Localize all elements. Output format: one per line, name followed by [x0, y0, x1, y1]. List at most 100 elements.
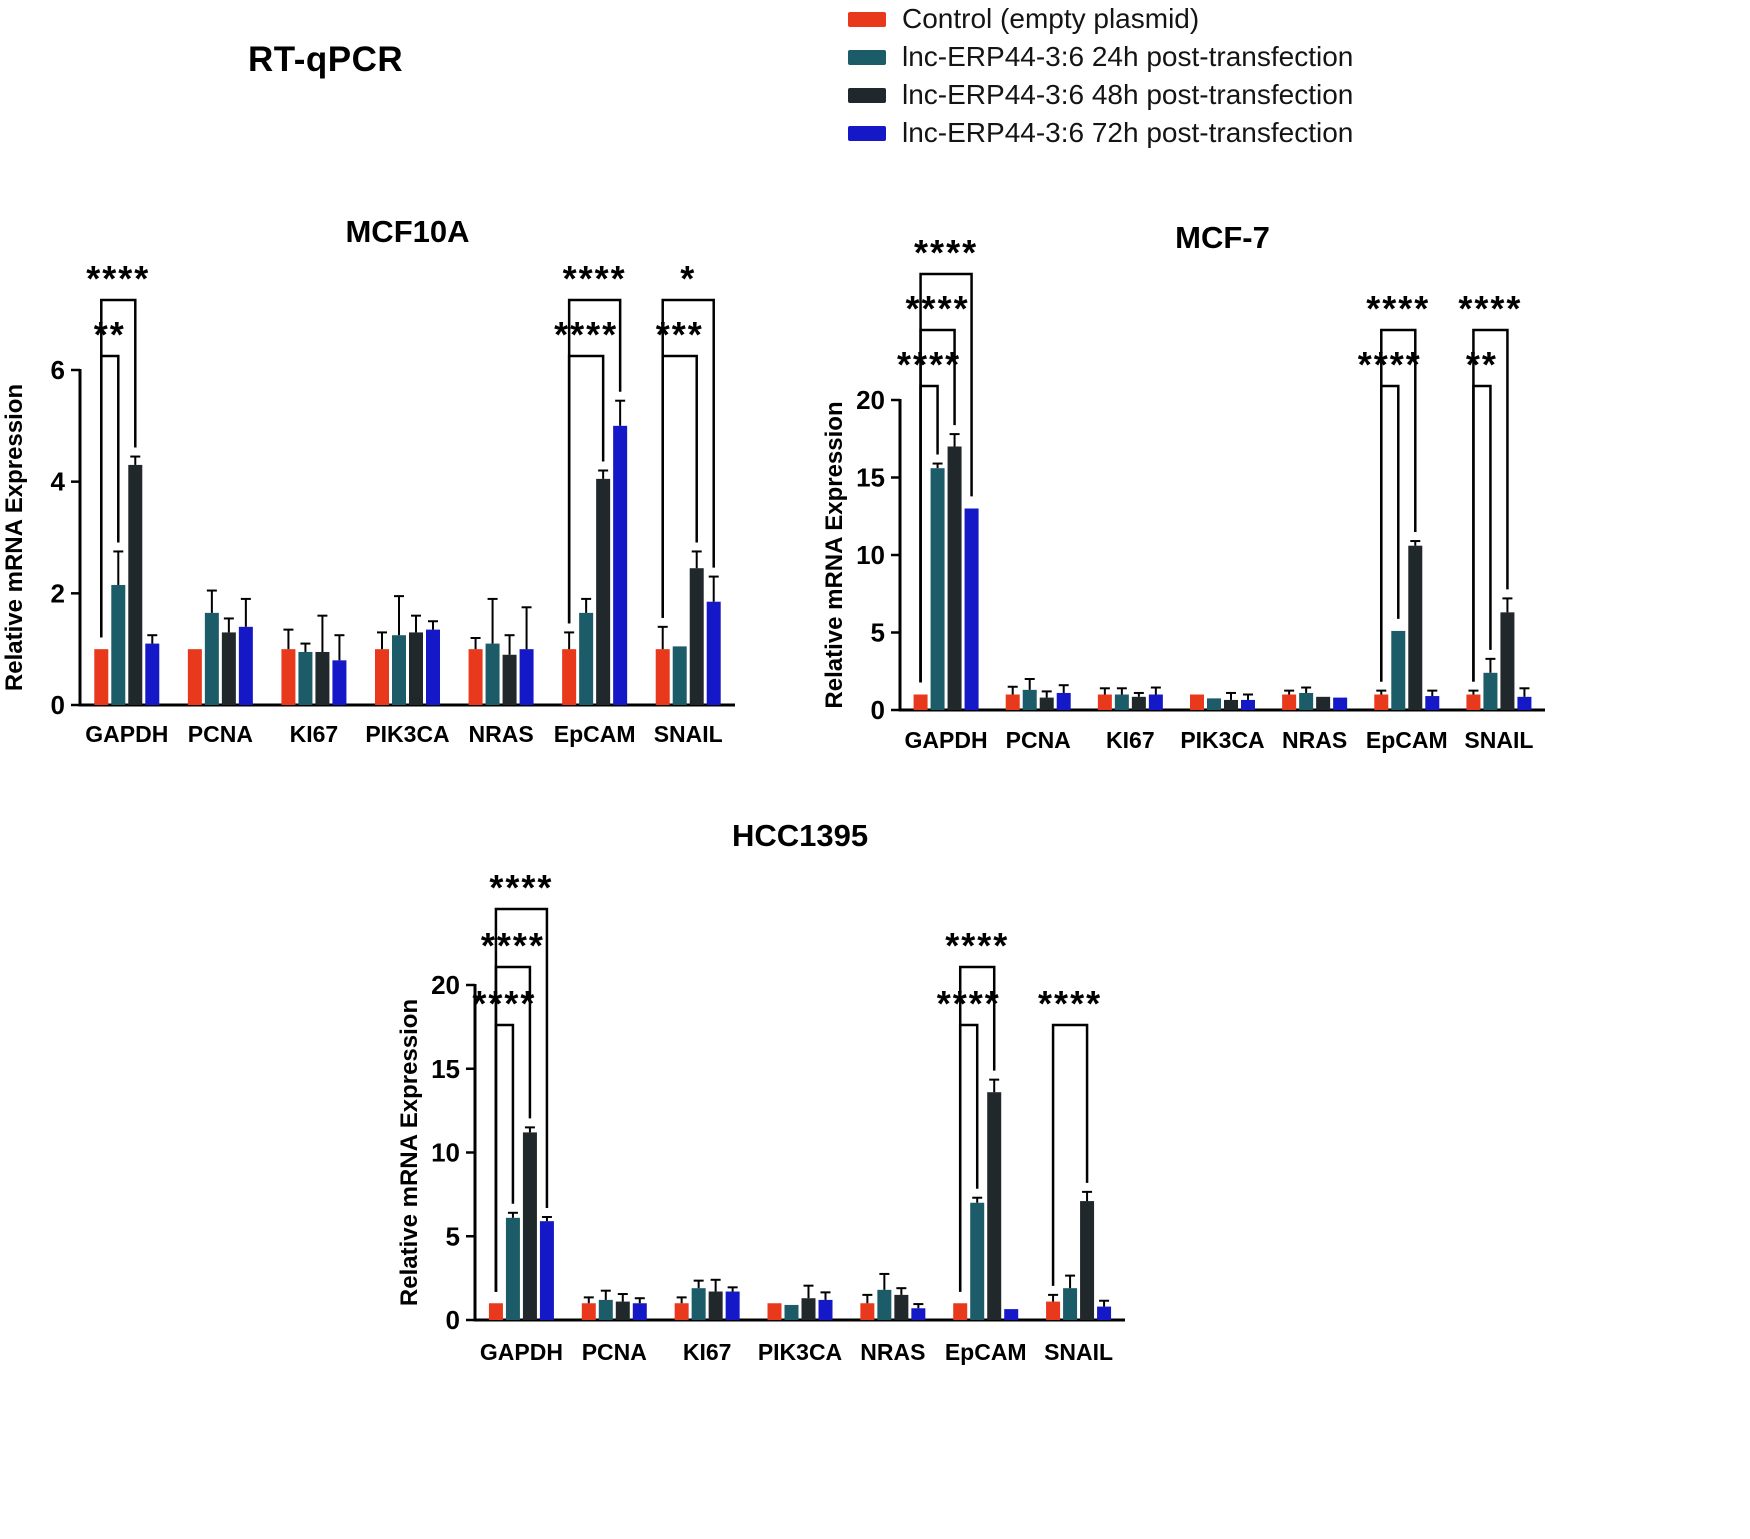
category-label: PCNA — [1006, 727, 1071, 753]
significance-stars: **** — [914, 232, 978, 273]
legend: Control (empty plasmid) lnc-ERP44-3:6 24… — [848, 2, 1353, 150]
bar — [1425, 696, 1440, 710]
bar — [964, 508, 979, 710]
chart-title-mcf10a: MCF10A — [345, 214, 470, 249]
bar — [706, 601, 721, 705]
chart-hcc1395: HCC1395 0 5 10 15 20 Relative mRNA Expression… — [390, 790, 1170, 1415]
category-label: PIK3CA — [1180, 727, 1264, 753]
bar — [894, 1294, 909, 1320]
legend-swatch-24h — [848, 49, 886, 65]
bar — [505, 1217, 520, 1320]
bar — [613, 425, 628, 705]
y-tick-label: 6 — [51, 355, 65, 385]
bar — [1097, 694, 1112, 710]
y-tick-label: 5 — [446, 1221, 460, 1251]
chart-title-mcf7: MCF-7 — [1175, 220, 1270, 255]
bar — [1022, 689, 1037, 710]
category-label: NRAS — [468, 721, 533, 747]
y-tick-label: 5 — [871, 618, 885, 648]
bar — [615, 1301, 630, 1320]
bar — [502, 654, 517, 705]
bar — [725, 1291, 740, 1320]
y-axis-label: Relative mRNA Expression — [1, 384, 28, 691]
y-tick-label: 20 — [856, 385, 885, 415]
bar — [1391, 630, 1406, 710]
category-label: GAPDH — [480, 1339, 563, 1365]
bar — [1316, 696, 1331, 710]
significance-bracket — [1472, 328, 1509, 682]
bar — [332, 660, 347, 705]
legend-item-72h: lnc-ERP44-3:6 72h post-transfection — [848, 116, 1353, 150]
chart-plot-hcc1395: 0 5 10 15 20 Relative mRNA Expression GAPDH PCN… — [396, 867, 1125, 1365]
figure-title: RT-qPCR — [248, 40, 404, 79]
legend-item-48h: lnc-ERP44-3:6 48h post-transfection — [848, 78, 1353, 112]
bar — [1080, 1201, 1095, 1320]
chart-mcf7: MCF-7 0 5 10 15 20 Relative mRNA Expression GA… — [810, 200, 1590, 790]
bar — [204, 612, 219, 705]
bar — [562, 649, 577, 705]
category-label: PIK3CA — [365, 721, 449, 747]
bar — [860, 1303, 875, 1320]
bar — [818, 1299, 833, 1320]
bar — [672, 646, 687, 705]
bar — [1517, 696, 1532, 710]
bar — [94, 649, 109, 705]
legend-label: lnc-ERP44-3:6 24h post-transfection — [902, 41, 1354, 72]
bar — [913, 694, 928, 710]
bar — [1299, 692, 1314, 710]
chart-plot-mcf7: 0 5 10 15 20 Relative mRNA Expression GAPDH PCN… — [821, 232, 1545, 753]
y-tick-label: 10 — [431, 1138, 460, 1168]
category-label: NRAS — [860, 1339, 925, 1365]
bar — [674, 1303, 689, 1320]
category-label: PCNA — [188, 721, 253, 747]
category-label: EpCAM — [554, 721, 636, 747]
bar — [987, 1092, 1002, 1320]
category-label: EpCAM — [1366, 727, 1448, 753]
significance-bracket — [919, 272, 973, 683]
legend-item-control: Control (empty plasmid) — [848, 2, 1353, 36]
legend-label: lnc-ERP44-3:6 72h post-transfection — [902, 117, 1354, 148]
y-tick-label: 15 — [856, 463, 885, 493]
bar — [519, 649, 534, 705]
significance-stars: **** — [481, 925, 545, 966]
chart-plot-mcf10a: 0 2 4 6 Relative mRNA Expression GAPDH PCNA KI6… — [1, 258, 735, 747]
bar — [598, 1299, 613, 1320]
bar — [1374, 694, 1389, 710]
bar — [767, 1303, 782, 1320]
bar — [128, 464, 143, 705]
significance-stars: **** — [489, 867, 553, 908]
bar — [488, 1303, 503, 1320]
bar — [1408, 545, 1423, 710]
bar — [784, 1304, 799, 1320]
y-tick-label: 20 — [431, 970, 460, 1000]
y-tick-label: 10 — [856, 540, 885, 570]
significance-stars: **** — [86, 258, 150, 299]
bar — [539, 1221, 554, 1320]
significance-stars: **** — [554, 314, 618, 355]
legend-swatch-72h — [848, 125, 886, 141]
bar — [581, 1303, 596, 1320]
bar — [911, 1308, 926, 1320]
bar — [596, 478, 611, 705]
category-label: KI67 — [683, 1339, 732, 1365]
bar — [145, 643, 160, 705]
significance-bracket — [958, 965, 996, 1292]
significance-stars: **** — [897, 344, 961, 385]
legend-label: lnc-ERP44-3:6 48h post-transfection — [902, 79, 1354, 110]
significance-bracket — [661, 298, 715, 618]
bar — [1333, 697, 1348, 710]
bar — [485, 643, 500, 705]
y-tick-label: 0 — [871, 695, 885, 725]
chart-mcf10a: MCF10A 0 2 4 6 Relative mRNA Expression GAPDH… — [0, 200, 780, 790]
y-axis-label: Relative mRNA Expression — [396, 999, 423, 1306]
bar — [392, 635, 406, 705]
significance-bracket — [100, 298, 137, 638]
bar — [1207, 698, 1221, 710]
bar — [708, 1291, 723, 1320]
bar — [315, 651, 330, 705]
bar — [468, 649, 483, 705]
bar — [187, 649, 202, 705]
category-label: PCNA — [582, 1339, 647, 1365]
bar — [877, 1289, 892, 1320]
